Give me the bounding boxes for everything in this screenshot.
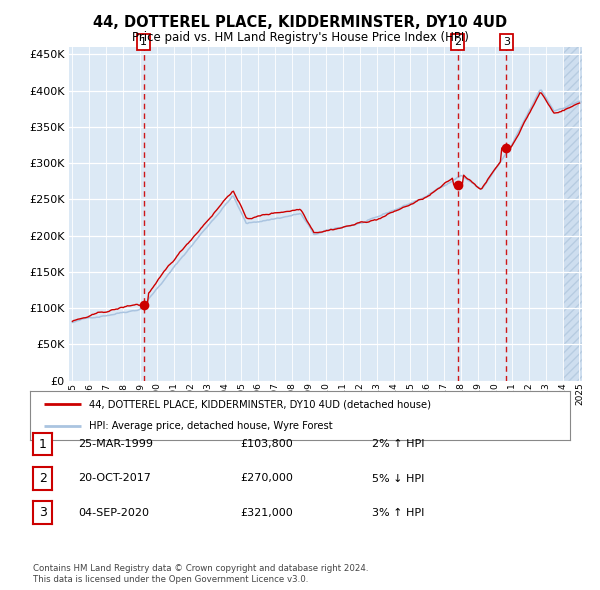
Text: 2% ↑ HPI: 2% ↑ HPI [372,440,425,449]
Text: £103,800: £103,800 [240,440,293,449]
Bar [563,47,582,381]
Text: £270,000: £270,000 [240,474,293,483]
Text: HPI: Average price, detached house, Wyre Forest: HPI: Average price, detached house, Wyre… [89,421,333,431]
Text: 3: 3 [503,37,510,47]
Text: 2: 2 [38,472,47,485]
Text: £321,000: £321,000 [240,508,293,517]
Text: Price paid vs. HM Land Registry's House Price Index (HPI): Price paid vs. HM Land Registry's House … [131,31,469,44]
Text: 3% ↑ HPI: 3% ↑ HPI [372,508,424,517]
Text: 2: 2 [454,37,461,47]
Text: 5% ↓ HPI: 5% ↓ HPI [372,474,424,483]
Text: This data is licensed under the Open Government Licence v3.0.: This data is licensed under the Open Gov… [33,575,308,584]
Text: 25-MAR-1999: 25-MAR-1999 [78,440,153,449]
Text: 44, DOTTEREL PLACE, KIDDERMINSTER, DY10 4UD (detached house): 44, DOTTEREL PLACE, KIDDERMINSTER, DY10 … [89,399,431,409]
Text: 04-SEP-2020: 04-SEP-2020 [78,508,149,517]
Text: 44, DOTTEREL PLACE, KIDDERMINSTER, DY10 4UD: 44, DOTTEREL PLACE, KIDDERMINSTER, DY10 … [93,15,507,30]
Text: 3: 3 [38,506,47,519]
Text: 1: 1 [140,37,147,47]
Text: 1: 1 [38,438,47,451]
Text: Contains HM Land Registry data © Crown copyright and database right 2024.: Contains HM Land Registry data © Crown c… [33,565,368,573]
Text: 20-OCT-2017: 20-OCT-2017 [78,474,151,483]
